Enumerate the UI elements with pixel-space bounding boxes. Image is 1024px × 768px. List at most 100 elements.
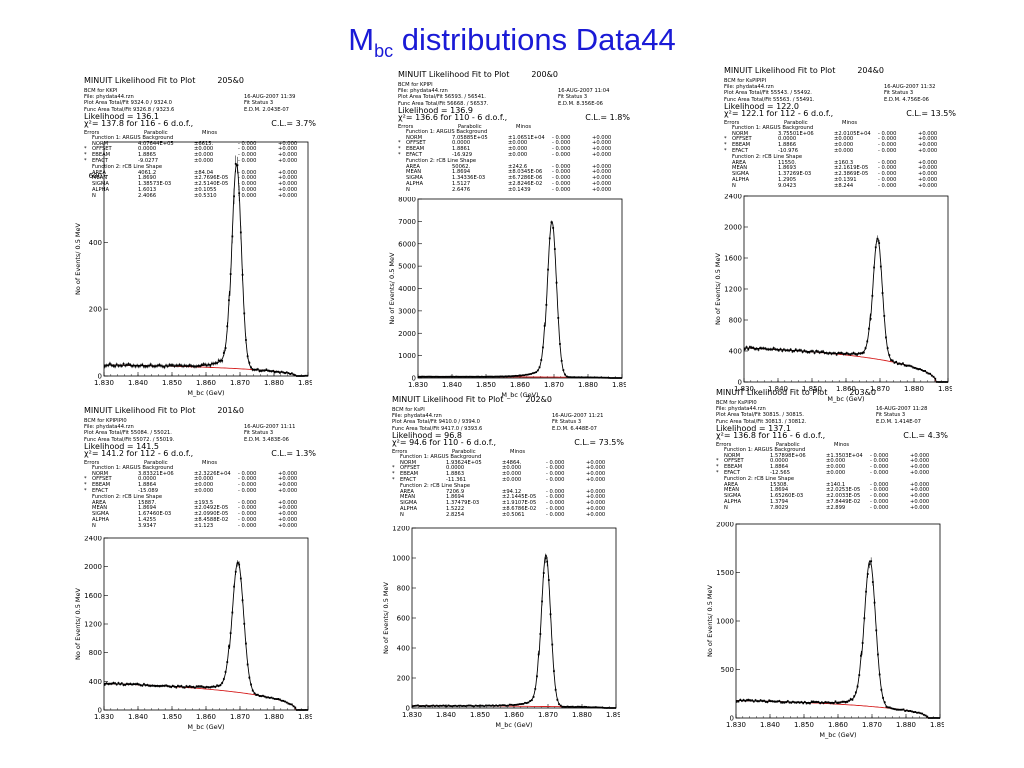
data-point [112, 365, 115, 367]
data-point [570, 705, 572, 708]
data-point [791, 350, 794, 353]
data-point [275, 370, 278, 373]
data-point [897, 708, 900, 711]
param-err: ±2.0033E-05 [826, 493, 861, 500]
data-point [597, 706, 600, 709]
data-point [139, 684, 142, 687]
param-name: MEAN [724, 487, 740, 494]
histogram-id: 205&0 [217, 76, 244, 85]
data-point [907, 710, 910, 712]
data-point [875, 629, 878, 632]
param-m1: - 0.000 [552, 186, 571, 193]
info-row: Plot Area Total/Fit 9410.0 / 9394.0 Fit S… [392, 419, 581, 425]
data-point [224, 671, 227, 673]
param-err: ±7.8449E-02 [826, 498, 861, 505]
data-point [182, 686, 184, 689]
info-date: 16-AUG-2007 11:11 [244, 424, 296, 431]
param-val: 2.4066 [138, 192, 157, 199]
fit-info: MINUIT Likelihood Fit to Plot 205&0 BCM fo… [84, 76, 324, 210]
data-point [847, 353, 850, 355]
data-point [272, 697, 275, 700]
param-err: ±2.899 [826, 504, 846, 511]
data-point [933, 717, 935, 719]
data-point [542, 572, 545, 574]
data-point [434, 705, 436, 708]
data-point [468, 375, 471, 378]
data-point [769, 700, 772, 702]
param-err: ±0.1391 [834, 176, 857, 183]
fit-title-text: MINUIT Likelihood Fit to Plot [84, 76, 196, 85]
param-val: 50062. [452, 163, 471, 170]
data-point [477, 375, 480, 378]
data-point [444, 705, 447, 707]
param-row: Function 1: ARGUS Background [716, 447, 950, 454]
data-point [564, 706, 567, 708]
data-point [824, 701, 827, 704]
data-point [920, 369, 923, 371]
data-point [598, 376, 600, 379]
param-err: ±0.000 [194, 482, 214, 489]
param-m1: - 0.000 [878, 159, 897, 166]
data-point [786, 700, 789, 703]
data-point [497, 375, 500, 378]
param-val: 1.8694 [446, 494, 465, 501]
param-m2: +0.000 [278, 152, 298, 159]
param-name: EFACT [732, 147, 749, 154]
data-point [494, 375, 497, 378]
data-point [501, 375, 504, 378]
info-row: Plot Area Total/Fit 55084. / 55021. Fit S… [84, 430, 273, 436]
x-tick-label: 1.880 [572, 711, 592, 719]
data-point [752, 700, 755, 703]
data-point [260, 370, 263, 372]
confidence-level: C.L.= 3.7% [271, 118, 316, 128]
data-point [766, 701, 769, 704]
param-val: 1.8864 [138, 482, 157, 489]
data-point [514, 374, 517, 377]
param-val: 0.0000 [778, 136, 797, 143]
info-file: File: phydata44.rzn [398, 88, 448, 95]
data-point [914, 711, 917, 713]
x-tick-label: 1.840 [128, 713, 148, 721]
data-point [905, 709, 908, 712]
data-point [513, 375, 515, 377]
data-point [282, 371, 285, 374]
data-point [437, 705, 440, 708]
data-point [417, 375, 420, 378]
data-point [563, 705, 566, 708]
param-name: SIGMA [732, 171, 749, 178]
data-point [239, 231, 242, 234]
param-val: 0.0000 [138, 476, 157, 483]
param-row: Function 2: rCB Line Shape [84, 494, 318, 501]
data-point [110, 682, 113, 685]
param-val: -10.976 [778, 147, 799, 154]
data-point [282, 699, 285, 702]
x-tick-label: 1.880 [578, 381, 598, 389]
total-fit-curve [736, 560, 940, 719]
data-point [270, 370, 273, 373]
param-star [392, 513, 400, 519]
data-point [937, 381, 940, 383]
param-row: * OFFSET 0.0000 ±0.000 - 0.000 +0.000 [84, 147, 318, 153]
info-plot-area: Plot Area Total/Fit 30815. / 30815. [716, 412, 804, 419]
data-point [905, 364, 908, 367]
data-point [226, 325, 229, 328]
param-star: * [724, 136, 727, 143]
param-val: 1.2905 [778, 176, 797, 183]
data-point [289, 373, 292, 375]
param-name: AREA [92, 499, 106, 506]
y-axis-label: No of Events/ 0.5 MeV [74, 587, 82, 660]
param-m2: +0.000 [592, 146, 612, 153]
param-star: * [84, 157, 87, 164]
data-point [245, 642, 247, 645]
data-point [110, 364, 113, 367]
x-tick-label: 1.860 [836, 385, 856, 393]
data-point [418, 705, 421, 707]
info-row: Func Area Total/Fit 55563. / 55491. E.D.M… [724, 97, 929, 103]
data-point [460, 375, 463, 378]
data-point [848, 699, 850, 702]
data-point [450, 375, 453, 378]
data-point [258, 370, 261, 373]
data-point [294, 706, 297, 709]
data-point [151, 365, 154, 368]
data-point [546, 560, 549, 563]
